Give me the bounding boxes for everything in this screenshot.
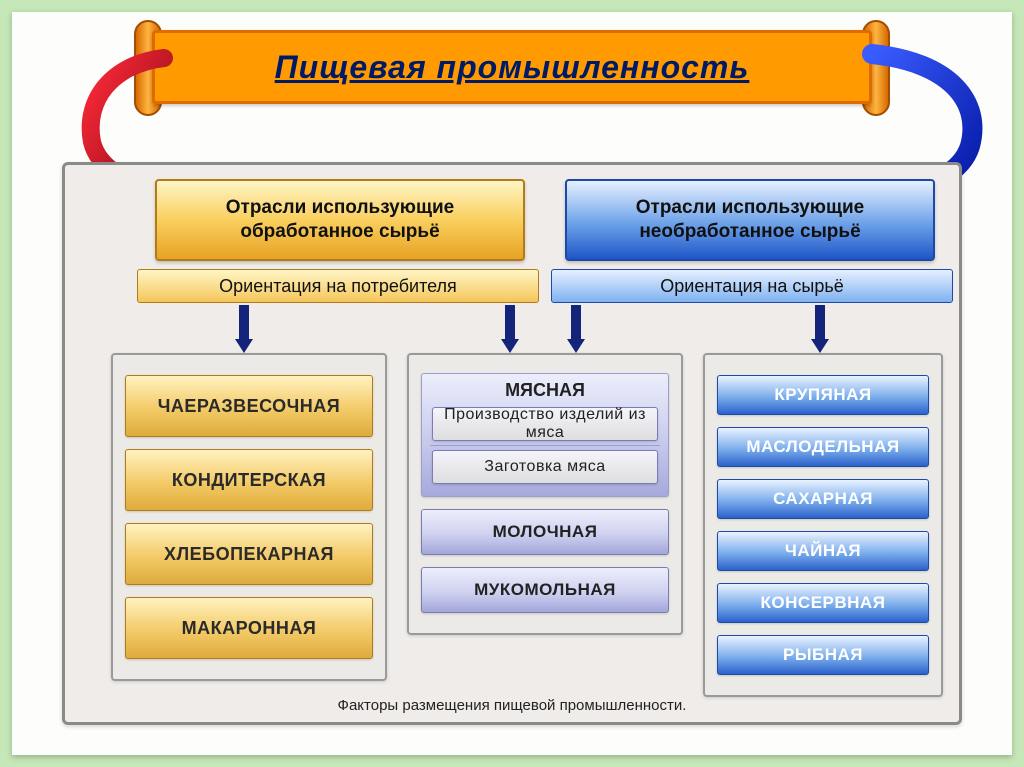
subheader-left: Ориентация на потребителя	[137, 269, 539, 303]
cell-mid-1: МУКОМОЛЬНАЯ	[421, 567, 669, 613]
header-left: Отрасли использующие обработанное сырьё	[155, 179, 525, 261]
cell-mid-0-text: МОЛОЧНАЯ	[493, 522, 598, 542]
cell-right-0: КРУПЯНАЯ	[717, 375, 929, 415]
meat-sub-0: Производство изделий из мяса	[432, 407, 658, 441]
cell-right-1: МАСЛОДЕЛЬНАЯ	[717, 427, 929, 467]
cell-left-0: ЧАЕРАЗВЕСОЧНАЯ	[125, 375, 373, 437]
cell-right-2: САХАРНАЯ	[717, 479, 929, 519]
cell-left-3-text: МАКАРОННАЯ	[182, 618, 317, 639]
subheader-right-text: Ориентация на сырьё	[660, 276, 843, 297]
meat-block: МЯСНАЯ Производство изделий из мяса Заго…	[421, 373, 669, 497]
header-right: Отрасли использующие необработанное сырь…	[565, 179, 935, 261]
cell-left-1: КОНДИТЕРСКАЯ	[125, 449, 373, 511]
cell-mid-0: МОЛОЧНАЯ	[421, 509, 669, 555]
down-arrow-3	[567, 305, 585, 353]
title-banner: Пищевая промышленность	[152, 30, 872, 104]
cell-left-1-text: КОНДИТЕРСКАЯ	[172, 470, 326, 491]
slide: Пищевая промышленность Отрасли использую…	[12, 12, 1012, 755]
header-left-text: Отрасли использующие обработанное сырьё	[169, 196, 511, 244]
cell-right-0-text: КРУПЯНАЯ	[774, 385, 871, 405]
column-left: ЧАЕРАЗВЕСОЧНАЯ КОНДИТЕРСКАЯ ХЛЕБОПЕКАРНА…	[111, 353, 387, 681]
cell-right-1-text: МАСЛОДЕЛЬНАЯ	[746, 437, 899, 457]
cell-left-2: ХЛЕБОПЕКАРНАЯ	[125, 523, 373, 585]
column-right: КРУПЯНАЯ МАСЛОДЕЛЬНАЯ САХАРНАЯ ЧАЙНАЯ КО…	[703, 353, 943, 697]
meat-sub-1-text: Заготовка мяса	[484, 458, 605, 476]
down-arrow-1	[235, 305, 253, 353]
cell-right-3: ЧАЙНАЯ	[717, 531, 929, 571]
down-arrow-4	[811, 305, 829, 353]
subheader-right: Ориентация на сырьё	[551, 269, 953, 303]
cell-right-5-text: РЫБНАЯ	[783, 645, 863, 665]
cell-left-0-text: ЧАЕРАЗВЕСОЧНАЯ	[158, 396, 341, 417]
column-middle: МЯСНАЯ Производство изделий из мяса Заго…	[407, 353, 683, 635]
main-frame: Отрасли использующие обработанное сырьё …	[62, 162, 962, 725]
meat-sub-0-text: Производство изделий из мяса	[433, 406, 657, 442]
cell-right-3-text: ЧАЙНАЯ	[785, 541, 861, 561]
title-text: Пищевая промышленность	[275, 49, 750, 86]
cell-right-2-text: САХАРНАЯ	[773, 489, 873, 509]
subheader-left-text: Ориентация на потребителя	[219, 276, 457, 297]
meat-divider	[430, 445, 660, 446]
header-right-text: Отрасли использующие необработанное сырь…	[579, 196, 921, 244]
down-arrow-2	[501, 305, 519, 353]
meat-sub-1: Заготовка мяса	[432, 450, 658, 484]
caption: Факторы размещения пищевой промышленност…	[65, 697, 959, 714]
cell-left-3: МАКАРОННАЯ	[125, 597, 373, 659]
meat-title: МЯСНАЯ	[428, 380, 662, 401]
cell-left-2-text: ХЛЕБОПЕКАРНАЯ	[164, 544, 334, 565]
cell-right-5: РЫБНАЯ	[717, 635, 929, 675]
cell-right-4-text: КОНСЕРВНАЯ	[761, 593, 886, 613]
cell-mid-1-text: МУКОМОЛЬНАЯ	[474, 580, 616, 600]
cell-right-4: КОНСЕРВНАЯ	[717, 583, 929, 623]
